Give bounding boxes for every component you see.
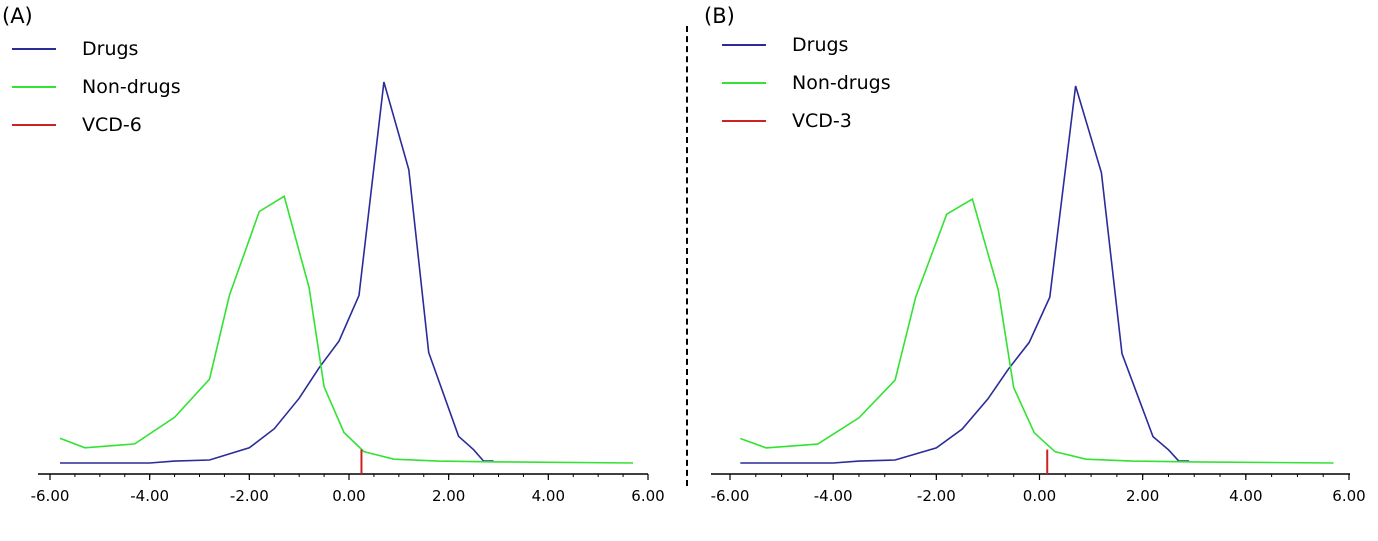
panel-divider [686, 26, 688, 486]
chart-panel-a: (A) Drugs Non-drugs VCD-6 -6.00 -4.00 -2.0… [0, 0, 685, 541]
x-tick-label: 2.00 [1126, 487, 1159, 505]
legend-label-non-drugs: Non-drugs [82, 76, 181, 98]
chart-panel-b: (B) Drugs Non-drugs VCD-3 -6.00 -4.00 -2.0… [690, 0, 1378, 541]
legend-item-drugs: Drugs [722, 26, 891, 64]
x-tick-label: 4.00 [1229, 487, 1262, 505]
legend-label-drugs: Drugs [82, 38, 139, 60]
legend-item-drugs: Drugs [12, 30, 181, 68]
panel-label-b: (B) [704, 4, 735, 28]
series-line-non-drugs [740, 197, 1334, 464]
x-tick-label: -2.00 [917, 487, 956, 505]
legend-item-vcd: VCD-3 [722, 102, 891, 140]
legend-item-non-drugs: Non-drugs [12, 68, 181, 106]
plot-area-a: -6.00 -4.00 -2.00 0.00 2.00 4.00 6.00 [31, 81, 665, 505]
legend-a: Drugs Non-drugs VCD-6 [12, 30, 181, 144]
legend-swatch-vcd [12, 124, 56, 126]
legend-label-drugs: Drugs [792, 34, 849, 56]
series-line-drugs [740, 85, 1190, 464]
x-tick-label: -6.00 [711, 487, 750, 505]
x-tick-label: 6.00 [1332, 487, 1365, 505]
plot-area-b: -6.00 -4.00 -2.00 0.00 2.00 4.00 6.00 [711, 85, 1366, 505]
legend-swatch-drugs [12, 48, 56, 50]
x-tick-label: 6.00 [631, 487, 664, 505]
x-tick-label: 2.00 [432, 487, 465, 505]
legend-label-vcd: VCD-3 [792, 110, 852, 132]
panel-label-a: (A) [2, 4, 33, 28]
x-tick-label: -6.00 [31, 487, 70, 505]
x-tick-label: 0.00 [332, 487, 365, 505]
series-line-non-drugs [59, 195, 634, 464]
legend-swatch-drugs [722, 44, 766, 46]
legend-b: Drugs Non-drugs VCD-3 [722, 26, 891, 140]
legend-swatch-non-drugs [12, 86, 56, 88]
x-tick-label: 0.00 [1023, 487, 1056, 505]
legend-label-vcd: VCD-6 [82, 114, 142, 136]
x-tick-label: 4.00 [532, 487, 565, 505]
x-tick-label: -2.00 [230, 487, 269, 505]
x-tick-label: -4.00 [130, 487, 169, 505]
x-tick-label: -4.00 [814, 487, 853, 505]
series-line-drugs [60, 81, 494, 464]
legend-item-non-drugs: Non-drugs [722, 64, 891, 102]
legend-swatch-non-drugs [722, 82, 766, 84]
legend-swatch-vcd [722, 120, 766, 122]
legend-label-non-drugs: Non-drugs [792, 72, 891, 94]
legend-item-vcd: VCD-6 [12, 106, 181, 144]
